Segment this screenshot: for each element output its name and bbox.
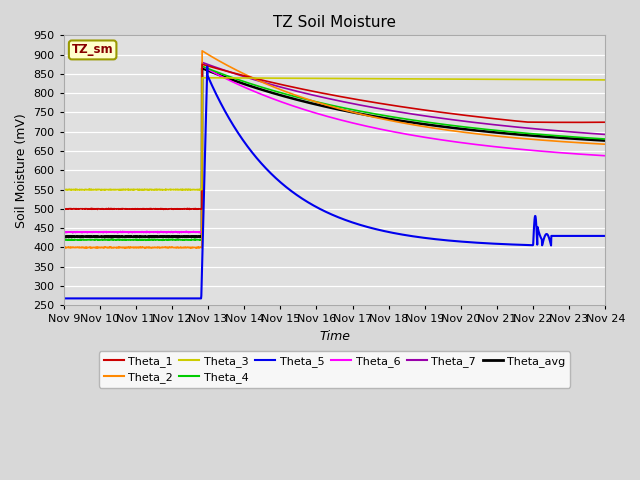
Theta_2 <box>198 48 206 54</box>
Theta_4 <box>60 237 68 243</box>
Theta_7 <box>586 131 594 136</box>
Theta_avg <box>324 104 332 110</box>
Theta_2 <box>324 103 332 108</box>
Y-axis label: Soil Moisture (mV): Soil Moisture (mV) <box>15 113 28 228</box>
Theta_5 <box>88 296 95 301</box>
Theta_3 <box>88 187 95 193</box>
Theta_3 <box>324 75 332 81</box>
Theta_avg <box>60 234 68 240</box>
Theta_6 <box>88 229 95 235</box>
Theta_1 <box>586 120 594 125</box>
Theta_7 <box>198 60 206 65</box>
Theta_avg <box>586 137 594 143</box>
Theta_7 <box>324 96 332 101</box>
Theta_avg <box>487 129 495 135</box>
Theta_5 <box>602 233 609 239</box>
Line: Theta_6: Theta_6 <box>64 66 605 233</box>
Theta_3 <box>586 77 594 83</box>
Theta_avg <box>602 138 609 144</box>
Theta_6 <box>586 152 594 157</box>
Theta_4 <box>487 127 495 132</box>
Line: Theta_2: Theta_2 <box>64 51 605 248</box>
Theta_2 <box>602 141 609 147</box>
Theta_1 <box>93 206 101 212</box>
Line: Theta_4: Theta_4 <box>64 66 605 240</box>
Theta_4 <box>159 238 166 243</box>
Theta_avg <box>586 137 594 143</box>
Legend: Theta_1, Theta_2, Theta_3, Theta_4, Theta_5, Theta_6, Theta_7, Theta_avg: Theta_1, Theta_2, Theta_3, Theta_4, Thet… <box>99 351 570 388</box>
Theta_5 <box>60 296 68 301</box>
Theta_6 <box>586 152 594 158</box>
Theta_5 <box>309 202 317 208</box>
Theta_avg <box>309 101 317 107</box>
Theta_5 <box>586 233 594 239</box>
Theta_7 <box>88 229 95 235</box>
Theta_avg <box>198 65 206 71</box>
Line: Theta_avg: Theta_avg <box>64 68 605 238</box>
Theta_4 <box>586 135 594 141</box>
Theta_4 <box>198 63 206 69</box>
Theta_6 <box>198 63 206 69</box>
Theta_2 <box>309 98 317 104</box>
X-axis label: Time: Time <box>319 330 350 343</box>
Theta_7 <box>60 229 68 235</box>
Theta_7 <box>602 132 609 137</box>
Theta_3 <box>586 77 594 83</box>
Theta_avg <box>88 234 95 240</box>
Theta_avg <box>174 235 182 240</box>
Theta_1 <box>60 206 68 212</box>
Theta_2 <box>60 245 68 251</box>
Theta_1 <box>309 88 317 94</box>
Theta_4 <box>309 98 317 104</box>
Theta_2 <box>88 245 95 251</box>
Theta_1 <box>88 206 95 212</box>
Theta_6 <box>602 153 609 158</box>
Theta_3 <box>97 187 105 193</box>
Theta_7 <box>175 230 183 236</box>
Theta_1 <box>586 120 594 125</box>
Theta_2 <box>586 141 594 146</box>
Theta_4 <box>602 136 609 142</box>
Theta_2 <box>487 132 495 138</box>
Theta_1 <box>487 115 495 121</box>
Theta_6 <box>60 229 68 235</box>
Theta_5 <box>204 64 211 70</box>
Theta_3 <box>487 76 495 82</box>
Line: Theta_3: Theta_3 <box>64 78 605 190</box>
Theta_2 <box>121 245 129 251</box>
Theta_3 <box>60 187 68 192</box>
Theta_7 <box>309 92 317 98</box>
Theta_6 <box>175 230 183 236</box>
Theta_1 <box>324 91 332 97</box>
Theta_7 <box>487 121 495 127</box>
Theta_6 <box>487 144 495 149</box>
Theta_5 <box>323 210 331 216</box>
Theta_5 <box>486 240 494 246</box>
Theta_6 <box>324 114 332 120</box>
Theta_4 <box>586 135 594 141</box>
Theta_3 <box>198 75 206 81</box>
Theta_6 <box>309 109 317 115</box>
Line: Theta_1: Theta_1 <box>64 64 605 209</box>
Line: Theta_7: Theta_7 <box>64 62 605 233</box>
Theta_2 <box>586 141 594 146</box>
Theta_4 <box>324 102 332 108</box>
Theta_3 <box>602 77 609 83</box>
Theta_1 <box>198 61 206 67</box>
Title: TZ Soil Moisture: TZ Soil Moisture <box>273 15 396 30</box>
Theta_1 <box>602 120 609 125</box>
Text: TZ_sm: TZ_sm <box>72 43 113 57</box>
Theta_3 <box>309 75 317 81</box>
Theta_7 <box>586 131 594 136</box>
Theta_4 <box>88 237 95 243</box>
Theta_5 <box>586 233 593 239</box>
Line: Theta_5: Theta_5 <box>64 67 605 299</box>
